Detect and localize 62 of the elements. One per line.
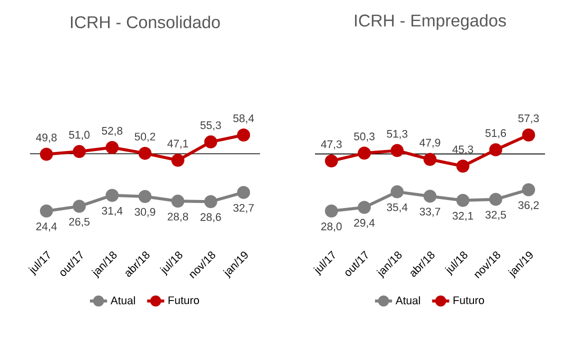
point [171, 194, 184, 208]
point [424, 190, 437, 203]
data-label: 30,9 [134, 208, 156, 218]
point [522, 128, 536, 142]
legend-label: Atual [396, 296, 420, 304]
point [106, 141, 119, 154]
point [358, 146, 371, 160]
data-label: 52,8 [102, 126, 122, 136]
data-label: 47,3 [320, 140, 342, 150]
legend-label: Futuro [454, 296, 484, 304]
legend-label: Atual [110, 296, 135, 304]
point [237, 186, 250, 199]
data-label: 35,4 [386, 203, 408, 212]
data-label: 47,9 [420, 138, 440, 148]
point [204, 135, 218, 148]
data-label: 33,7 [420, 208, 440, 217]
point [390, 185, 404, 198]
point [138, 190, 152, 203]
point [456, 194, 470, 207]
data-label: 29,4 [354, 218, 375, 228]
point [390, 144, 404, 158]
point [40, 204, 53, 218]
data-label: 58,4 [233, 114, 254, 124]
legend-label: Futuro [168, 296, 200, 304]
chart-title: ICRH - Empregados [355, 14, 506, 30]
data-label: 36,2 [518, 201, 539, 210]
data-label: 51,6 [485, 129, 506, 138]
point [324, 204, 338, 218]
point [522, 183, 536, 196]
data-label: 28,8 [168, 212, 188, 222]
point [456, 160, 470, 173]
point [171, 154, 184, 167]
point [72, 200, 86, 213]
point [237, 128, 250, 142]
point [106, 188, 119, 202]
data-label: 26,5 [69, 218, 90, 227]
point [138, 146, 152, 160]
data-label: 47,1 [167, 140, 188, 149]
data-label: 57,3 [518, 114, 539, 124]
data-label: 55,3 [200, 121, 221, 130]
data-label: 49,8 [36, 134, 57, 143]
point [72, 145, 86, 158]
data-label: 32,5 [485, 210, 506, 220]
data-label: 45,3 [452, 146, 474, 155]
point [204, 195, 218, 208]
data-label: 28,0 [321, 222, 342, 232]
data-label: 50,2 [134, 132, 156, 142]
data-label: 31,4 [102, 206, 123, 216]
point [324, 154, 338, 168]
data-label: 24,4 [36, 222, 57, 232]
point [489, 192, 502, 206]
point [424, 152, 437, 166]
data-label: 32,7 [233, 204, 254, 214]
data-label: 32,1 [452, 212, 474, 221]
data-label: 28,6 [200, 213, 221, 222]
point [40, 148, 53, 161]
data-label: 51,0 [69, 130, 90, 140]
point [358, 200, 371, 214]
data-label: 51,3 [386, 130, 408, 140]
data-label: 50,3 [354, 132, 375, 142]
point [489, 143, 502, 156]
chart-title: ICRH - Consolidado [70, 16, 220, 28]
